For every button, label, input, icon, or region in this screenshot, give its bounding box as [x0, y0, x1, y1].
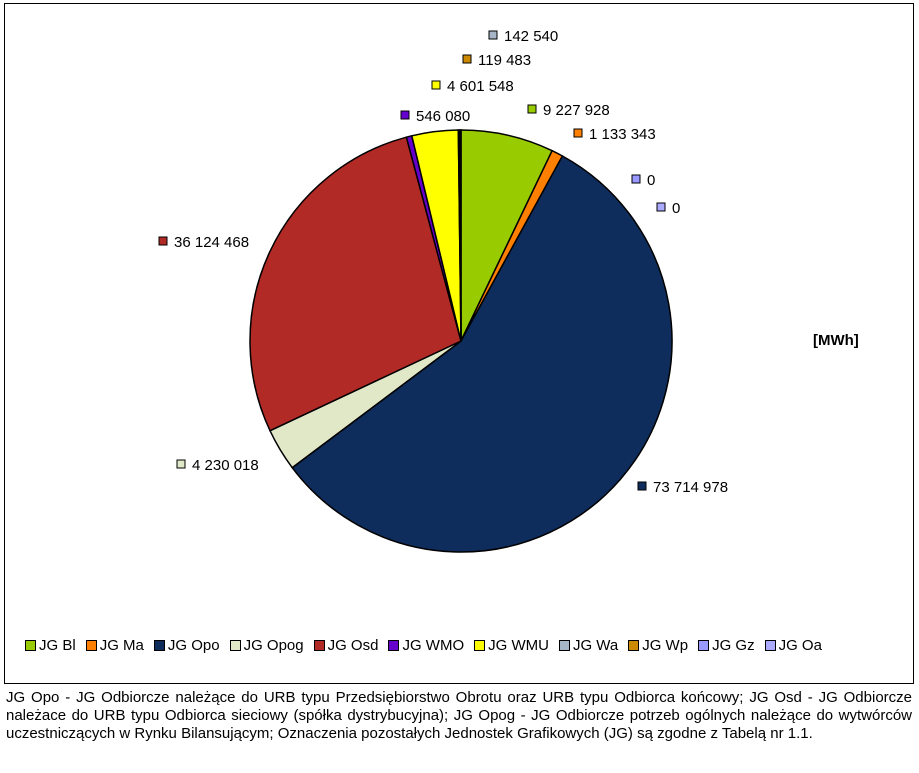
- legend-item-jg-opog: JG Opog: [229, 637, 304, 654]
- legend-item-jg-oa: JG Oa: [764, 637, 822, 654]
- legend-item-jg-opo: JG Opo: [153, 637, 220, 654]
- legend-item-jg-osd: JG Osd: [313, 637, 379, 654]
- legend-label: JG Wa: [572, 637, 619, 654]
- data-label-jg-wa: 142 540: [488, 28, 558, 45]
- legend-label: JG Osd: [327, 637, 379, 654]
- data-label-jg-wmu: 4 601 548: [431, 78, 514, 95]
- data-label-text: 546 080: [416, 108, 470, 125]
- pie-slice-jg-opo: [291, 154, 673, 553]
- data-label-jg-oa: 0: [656, 200, 680, 217]
- legend-label: JG WMO: [402, 637, 465, 654]
- legend-swatch: [388, 640, 400, 651]
- data-label-swatch: [462, 54, 472, 64]
- data-label-swatch: [573, 128, 583, 138]
- legend-item-jg-wmu: JG WMU: [474, 637, 549, 654]
- data-label-text: 4 601 548: [447, 78, 514, 95]
- legend: JG Bl JG Ma JG Opo JG Opog JG Osd JG WMO JG WM…: [25, 637, 832, 655]
- chart-frame: 9 227 928 1 133 343 73 714 978 4 230 018 36 …: [4, 3, 914, 684]
- footnote: JG Opo - JG Odbiorcze należące do URB ty…: [6, 689, 912, 742]
- data-label-text: 36 124 468: [174, 234, 249, 251]
- pie-chart: 9 227 928 1 133 343 73 714 978 4 230 018 36 …: [158, 28, 728, 553]
- legend-item-jg-wmo: JG WMO: [388, 637, 464, 654]
- data-label-swatch: [527, 104, 537, 114]
- data-label-swatch: [631, 174, 641, 184]
- legend-label: JG Gz: [712, 637, 755, 654]
- data-label-swatch: [176, 459, 186, 469]
- legend-label: JG Oa: [778, 637, 822, 654]
- legend-swatch: [698, 640, 710, 651]
- pie-slice-jg-osd: [249, 136, 462, 432]
- legend-swatch: [558, 640, 570, 651]
- data-label-jg-opog: 4 230 018: [176, 457, 259, 474]
- data-label-jg-gz: 0: [631, 172, 655, 189]
- legend-item-jg-bl: JG Bl: [25, 637, 76, 654]
- data-label-swatch: [656, 202, 666, 212]
- data-label-text: 142 540: [504, 28, 558, 45]
- legend-label: JG Ma: [99, 637, 144, 654]
- legend-swatch: [25, 640, 36, 651]
- legend-label: JG Opo: [167, 637, 220, 654]
- legend-swatch: [85, 640, 97, 651]
- data-label-jg-ma: 1 133 343: [573, 126, 656, 143]
- legend-swatch: [153, 640, 165, 651]
- legend-swatch: [313, 640, 325, 651]
- legend-swatch: [764, 640, 776, 651]
- data-label-text: 0: [672, 200, 680, 217]
- legend-label: JG Opog: [243, 637, 304, 654]
- legend-label: JG WMU: [488, 637, 549, 654]
- data-label-jg-bl: 9 227 928: [527, 102, 610, 119]
- data-label-text: 9 227 928: [543, 102, 610, 119]
- data-label-text: 1 133 343: [589, 126, 656, 143]
- legend-item-jg-wa: JG Wa: [558, 637, 619, 654]
- legend-item-jg-gz: JG Gz: [698, 637, 755, 654]
- data-label-swatch: [488, 30, 498, 40]
- legend-label: JG Wp: [642, 637, 689, 654]
- legend-item-jg-wp: JG Wp: [628, 637, 688, 654]
- legend-item-jg-ma: JG Ma: [85, 637, 144, 654]
- data-label-jg-opo: 73 714 978: [637, 479, 728, 496]
- data-label-text: 4 230 018: [192, 457, 259, 474]
- data-label-jg-wp: 119 483: [462, 52, 531, 69]
- data-label-swatch: [400, 110, 410, 120]
- legend-swatch: [229, 640, 241, 651]
- data-label-swatch: [431, 80, 441, 90]
- data-label-swatch: [637, 481, 647, 491]
- data-label-text: 0: [647, 172, 655, 189]
- unit-label: [MWh]: [813, 332, 859, 349]
- data-label-swatch: [158, 236, 168, 246]
- data-label-text: 73 714 978: [653, 479, 728, 496]
- data-label-jg-wmo: 546 080: [400, 108, 470, 125]
- legend-swatch: [474, 640, 486, 651]
- pie-slice-jg-wp: [459, 129, 462, 342]
- data-label-jg-osd: 36 124 468: [158, 234, 249, 251]
- legend-swatch: [628, 640, 640, 651]
- legend-label: JG Bl: [39, 637, 76, 654]
- data-label-text: 119 483: [478, 52, 531, 69]
